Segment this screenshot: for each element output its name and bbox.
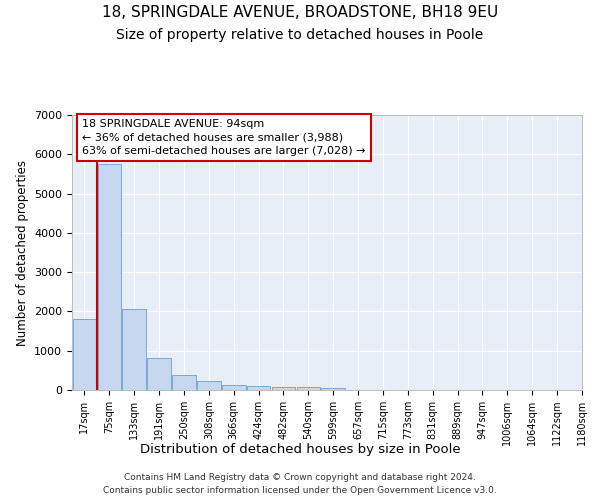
Bar xyxy=(272,386,295,390)
Text: 18 SPRINGDALE AVENUE: 94sqm
← 36% of detached houses are smaller (3,988)
63% of : 18 SPRINGDALE AVENUE: 94sqm ← 36% of det… xyxy=(82,119,366,156)
Bar xyxy=(197,381,221,390)
Text: Size of property relative to detached houses in Poole: Size of property relative to detached ho… xyxy=(116,28,484,42)
Bar xyxy=(222,385,245,390)
Text: Contains HM Land Registry data © Crown copyright and database right 2024.: Contains HM Land Registry data © Crown c… xyxy=(124,472,476,482)
Bar xyxy=(73,320,96,390)
Bar xyxy=(122,310,146,390)
Text: 18, SPRINGDALE AVENUE, BROADSTONE, BH18 9EU: 18, SPRINGDALE AVENUE, BROADSTONE, BH18 … xyxy=(102,5,498,20)
Bar xyxy=(172,376,196,390)
Text: Distribution of detached houses by size in Poole: Distribution of detached houses by size … xyxy=(140,442,460,456)
Bar xyxy=(296,387,320,390)
Bar xyxy=(147,358,171,390)
Bar xyxy=(247,386,271,390)
Y-axis label: Number of detached properties: Number of detached properties xyxy=(16,160,29,346)
Bar xyxy=(97,164,121,390)
Text: Contains public sector information licensed under the Open Government Licence v3: Contains public sector information licen… xyxy=(103,486,497,495)
Bar xyxy=(322,388,345,390)
